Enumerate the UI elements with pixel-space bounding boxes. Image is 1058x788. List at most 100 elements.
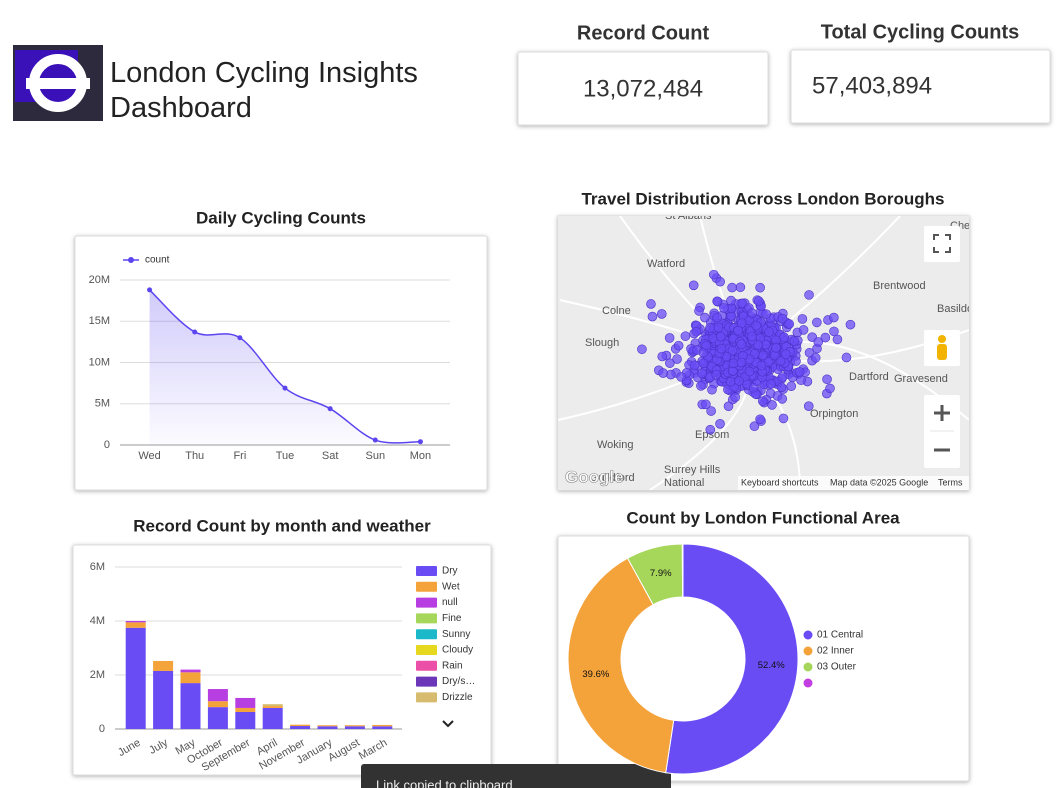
point bbox=[192, 329, 198, 335]
map-point bbox=[758, 396, 768, 406]
map-point bbox=[712, 296, 722, 307]
attribution-bg bbox=[738, 476, 969, 490]
y-tick-label: 5M bbox=[95, 398, 110, 410]
place-label: Epsom bbox=[695, 429, 729, 441]
kpi-card bbox=[517, 51, 769, 126]
map-point bbox=[779, 332, 789, 343]
legend-dot bbox=[128, 257, 134, 263]
legend-label: Wet bbox=[442, 581, 460, 592]
attribution: Terms bbox=[938, 477, 963, 487]
kpi-value: 13,072,484 bbox=[583, 75, 703, 102]
map-point bbox=[747, 308, 757, 318]
bar-segment bbox=[207, 707, 228, 729]
map[interactable]: St AlbansChelmsfordWatfordBrentwoodBasil… bbox=[558, 210, 1006, 490]
map-point bbox=[777, 372, 788, 382]
map-point bbox=[707, 384, 717, 395]
map-point bbox=[658, 368, 668, 378]
legend-swatch bbox=[416, 660, 437, 671]
legend-label: Sunny bbox=[442, 629, 470, 640]
kpi-card bbox=[790, 49, 1051, 124]
y-tick-label: 10M bbox=[89, 356, 110, 368]
map-point bbox=[796, 375, 806, 386]
legend-label: 02 Inner bbox=[817, 646, 854, 657]
map-title: Travel Distribution Across London Boroug… bbox=[581, 189, 944, 208]
y-tick-label: 6M bbox=[90, 561, 105, 573]
bar-segment bbox=[235, 697, 256, 708]
map-point bbox=[829, 312, 839, 323]
point bbox=[327, 406, 333, 412]
legend-dot bbox=[803, 678, 813, 688]
map-point bbox=[715, 276, 725, 287]
bar-segment bbox=[317, 725, 338, 727]
map-point bbox=[841, 352, 852, 363]
map-point bbox=[688, 280, 699, 291]
point bbox=[147, 287, 153, 293]
map-point bbox=[753, 296, 764, 306]
map-point bbox=[734, 376, 744, 386]
legend-swatch bbox=[416, 613, 437, 624]
toast-text: Link copied to clipboard bbox=[376, 777, 513, 788]
kpi-label: Total Cycling Counts bbox=[821, 21, 1020, 43]
map-point bbox=[709, 269, 719, 280]
donut-slice bbox=[567, 557, 675, 774]
chart-card bbox=[72, 544, 492, 776]
bar-segment bbox=[180, 683, 201, 729]
y-tick-label: 4M bbox=[90, 615, 105, 627]
point bbox=[282, 385, 288, 391]
map-point bbox=[691, 326, 702, 337]
map-point bbox=[700, 312, 710, 323]
kpi-label: Record Count bbox=[577, 22, 710, 44]
place-label: Guildford bbox=[590, 472, 635, 484]
map-point bbox=[711, 369, 722, 380]
map-point bbox=[767, 400, 777, 410]
map-point bbox=[697, 368, 707, 379]
map-point bbox=[736, 339, 747, 349]
legend-dot bbox=[803, 646, 813, 656]
x-tick-label: Mon bbox=[410, 450, 431, 462]
place-label: Orpington bbox=[810, 408, 858, 420]
place-label: Basildon bbox=[937, 303, 979, 315]
y-tick-label: 15M bbox=[89, 315, 110, 327]
place-label: Woking bbox=[597, 439, 633, 451]
map-point bbox=[713, 322, 724, 333]
map-point bbox=[647, 311, 658, 322]
map-point bbox=[719, 303, 729, 313]
map-logo: Google bbox=[565, 467, 624, 486]
map-point bbox=[725, 376, 736, 387]
area-fill bbox=[149, 289, 421, 445]
map-point bbox=[689, 360, 700, 371]
bar-segment bbox=[262, 706, 283, 708]
x-tick-label: Sun bbox=[365, 450, 385, 462]
fullscreen-button[interactable] bbox=[924, 226, 960, 262]
x-tick-label: Wed bbox=[138, 450, 160, 462]
map-point bbox=[803, 401, 814, 411]
toast bbox=[361, 764, 671, 788]
map-point bbox=[736, 357, 747, 368]
bar-segment bbox=[153, 670, 174, 729]
map-point bbox=[715, 419, 725, 429]
bar-segment bbox=[207, 689, 228, 702]
map-point bbox=[712, 312, 722, 323]
map-point bbox=[777, 313, 788, 324]
bar-segment bbox=[372, 726, 393, 729]
data-label: 39.6% bbox=[582, 669, 609, 680]
map-point bbox=[822, 374, 832, 385]
place-label: Watford bbox=[647, 258, 685, 270]
map-point bbox=[664, 333, 675, 343]
map-point bbox=[777, 394, 788, 404]
map-point bbox=[755, 414, 765, 425]
bar-segment bbox=[344, 725, 365, 727]
map-point bbox=[676, 372, 686, 382]
x-tick-label: Thu bbox=[185, 450, 204, 462]
map-point bbox=[766, 379, 776, 389]
map-point bbox=[797, 314, 808, 324]
map-point bbox=[727, 345, 738, 356]
map-point bbox=[657, 351, 668, 362]
map-point bbox=[747, 331, 757, 342]
place-label: St Albans bbox=[665, 210, 712, 222]
map-point bbox=[776, 382, 787, 393]
legend-swatch bbox=[416, 629, 437, 640]
map-point bbox=[672, 354, 682, 364]
map-point bbox=[726, 295, 736, 306]
